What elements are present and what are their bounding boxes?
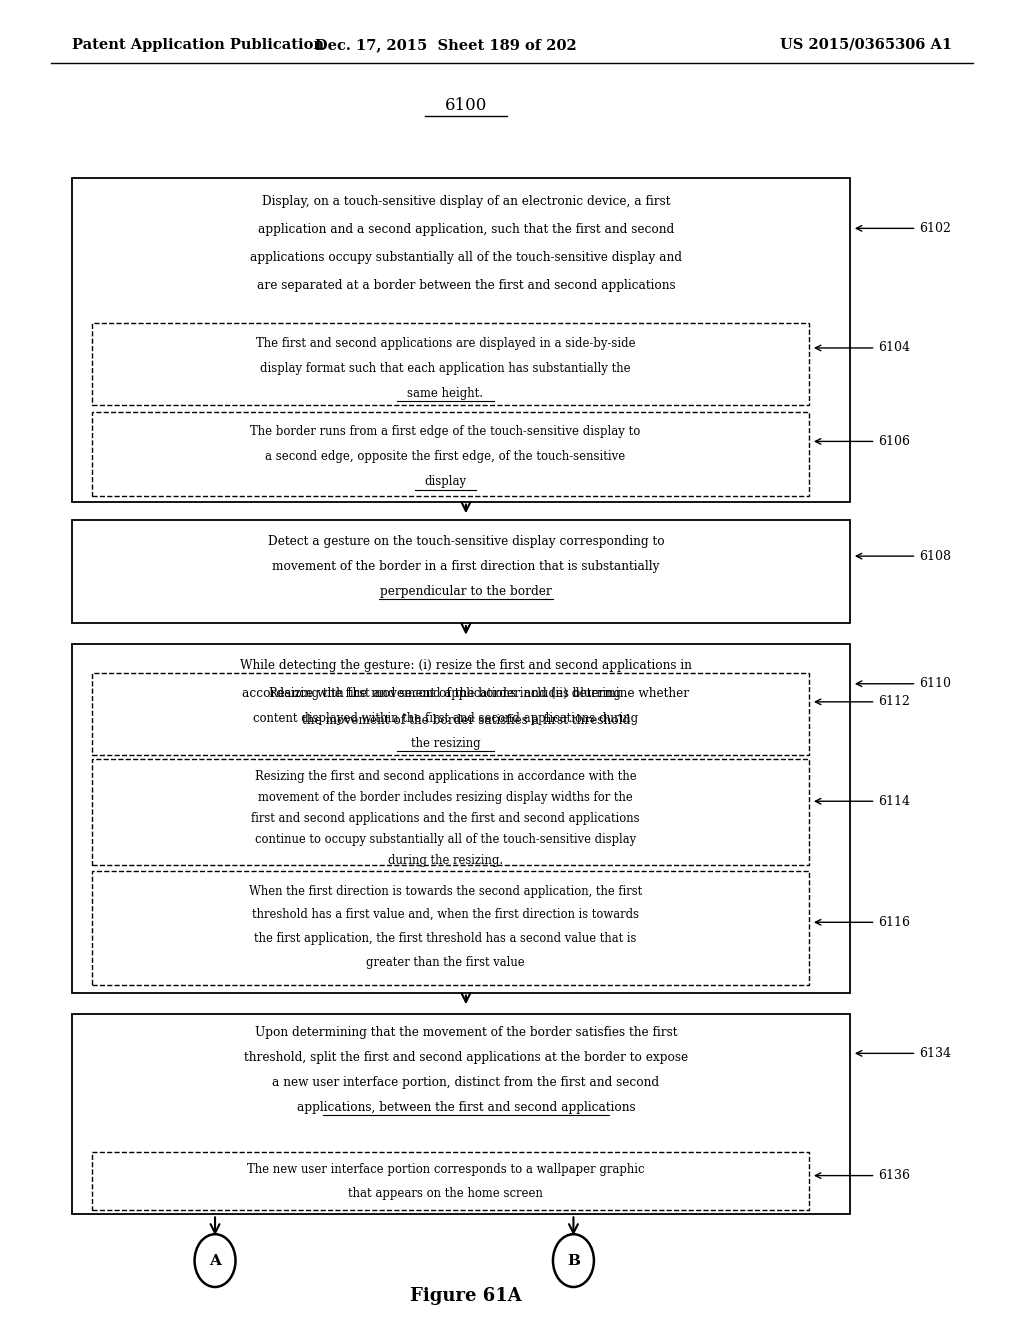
Text: Detect a gesture on the touch-sensitive display corresponding to: Detect a gesture on the touch-sensitive … bbox=[267, 535, 665, 548]
Text: 6136: 6136 bbox=[879, 1170, 910, 1183]
Text: When the first direction is towards the second application, the first: When the first direction is towards the … bbox=[249, 884, 642, 898]
Text: content displayed within the first and second applications during: content displayed within the first and s… bbox=[253, 711, 638, 725]
Text: during the resizing.: during the resizing. bbox=[388, 854, 503, 867]
Text: same height.: same height. bbox=[408, 387, 483, 400]
FancyBboxPatch shape bbox=[92, 1152, 809, 1210]
FancyBboxPatch shape bbox=[72, 178, 850, 502]
Text: display format such that each application has substantially the: display format such that each applicatio… bbox=[260, 362, 631, 375]
Text: Resizing the first and second applications includes blurring: Resizing the first and second applicatio… bbox=[269, 686, 622, 700]
FancyBboxPatch shape bbox=[92, 759, 809, 865]
Text: 6134: 6134 bbox=[920, 1047, 951, 1060]
Text: movement of the border includes resizing display widths for the: movement of the border includes resizing… bbox=[258, 791, 633, 804]
Text: display: display bbox=[424, 475, 467, 488]
Text: the first application, the first threshold has a second value that is: the first application, the first thresho… bbox=[254, 932, 637, 945]
Text: The first and second applications are displayed in a side-by-side: The first and second applications are di… bbox=[256, 337, 635, 350]
Text: While detecting the gesture: (i) resize the first and second applications in: While detecting the gesture: (i) resize … bbox=[240, 659, 692, 672]
Text: threshold has a first value and, when the first direction is towards: threshold has a first value and, when th… bbox=[252, 908, 639, 921]
Text: continue to occupy substantially all of the touch-sensitive display: continue to occupy substantially all of … bbox=[255, 833, 636, 846]
Text: 6112: 6112 bbox=[879, 696, 910, 709]
Text: the resizing: the resizing bbox=[411, 737, 480, 750]
Text: US 2015/0365306 A1: US 2015/0365306 A1 bbox=[780, 38, 952, 51]
Text: The new user interface portion corresponds to a wallpaper graphic: The new user interface portion correspon… bbox=[247, 1163, 644, 1176]
Text: B: B bbox=[567, 1254, 580, 1267]
Text: 6106: 6106 bbox=[879, 434, 910, 447]
Text: Resizing the first and second applications in accordance with the: Resizing the first and second applicatio… bbox=[255, 770, 636, 783]
FancyBboxPatch shape bbox=[72, 644, 850, 993]
Text: Dec. 17, 2015  Sheet 189 of 202: Dec. 17, 2015 Sheet 189 of 202 bbox=[314, 38, 577, 51]
Text: first and second applications and the first and second applications: first and second applications and the fi… bbox=[251, 812, 640, 825]
Text: greater than the first value: greater than the first value bbox=[367, 956, 524, 969]
Text: A: A bbox=[209, 1254, 221, 1267]
FancyBboxPatch shape bbox=[92, 412, 809, 496]
Text: 6116: 6116 bbox=[879, 916, 910, 929]
FancyBboxPatch shape bbox=[92, 673, 809, 755]
Text: 6102: 6102 bbox=[920, 222, 951, 235]
FancyBboxPatch shape bbox=[92, 323, 809, 405]
Text: that appears on the home screen: that appears on the home screen bbox=[348, 1187, 543, 1200]
Text: a second edge, opposite the first edge, of the touch-sensitive: a second edge, opposite the first edge, … bbox=[265, 450, 626, 463]
Text: 6108: 6108 bbox=[920, 549, 951, 562]
Text: The border runs from a first edge of the touch-sensitive display to: The border runs from a first edge of the… bbox=[250, 425, 641, 438]
Text: applications, between the first and second applications: applications, between the first and seco… bbox=[297, 1101, 635, 1114]
Text: the movement of the border satisfies a first threshold: the movement of the border satisfies a f… bbox=[302, 714, 630, 727]
FancyBboxPatch shape bbox=[72, 520, 850, 623]
Text: accordance with the movement of the border and (ii) determine whether: accordance with the movement of the bord… bbox=[243, 686, 689, 700]
Text: perpendicular to the border: perpendicular to the border bbox=[380, 585, 552, 598]
Text: 6114: 6114 bbox=[879, 795, 910, 808]
Text: a new user interface portion, distinct from the first and second: a new user interface portion, distinct f… bbox=[272, 1076, 659, 1089]
FancyBboxPatch shape bbox=[72, 1014, 850, 1214]
Text: 6100: 6100 bbox=[444, 98, 487, 114]
FancyBboxPatch shape bbox=[92, 871, 809, 985]
Text: applications occupy substantially all of the touch-sensitive display and: applications occupy substantially all of… bbox=[250, 251, 682, 264]
Text: 6110: 6110 bbox=[920, 677, 951, 690]
Text: Patent Application Publication: Patent Application Publication bbox=[72, 38, 324, 51]
Text: Display, on a touch-sensitive display of an electronic device, a first: Display, on a touch-sensitive display of… bbox=[262, 195, 670, 209]
Text: are separated at a border between the first and second applications: are separated at a border between the fi… bbox=[257, 279, 675, 292]
Text: 6104: 6104 bbox=[879, 342, 910, 355]
Text: movement of the border in a first direction that is substantially: movement of the border in a first direct… bbox=[272, 560, 659, 573]
Text: Upon determining that the movement of the border satisfies the first: Upon determining that the movement of th… bbox=[255, 1026, 677, 1039]
Text: Figure 61A: Figure 61A bbox=[410, 1287, 522, 1305]
Text: threshold, split the first and second applications at the border to expose: threshold, split the first and second ap… bbox=[244, 1051, 688, 1064]
Text: application and a second application, such that the first and second: application and a second application, su… bbox=[258, 223, 674, 236]
